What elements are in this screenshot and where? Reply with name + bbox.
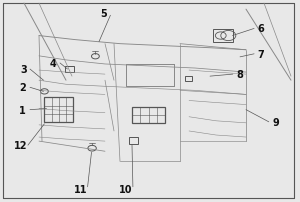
Bar — [132, 107, 165, 123]
Text: 6: 6 — [258, 24, 264, 34]
Text: 10: 10 — [119, 184, 133, 194]
Text: 5: 5 — [100, 9, 107, 19]
Text: 12: 12 — [14, 140, 27, 150]
Bar — [44, 98, 73, 122]
Text: 9: 9 — [273, 117, 279, 127]
Bar — [129, 137, 138, 144]
Text: 8: 8 — [237, 70, 243, 80]
Bar — [213, 30, 233, 42]
Text: 4: 4 — [49, 59, 56, 69]
Text: 7: 7 — [258, 49, 264, 60]
Text: 1: 1 — [19, 105, 26, 115]
Bar — [65, 67, 74, 73]
Text: 3: 3 — [20, 65, 27, 75]
Text: 11: 11 — [74, 184, 87, 194]
Bar — [185, 77, 192, 81]
Text: 2: 2 — [19, 83, 26, 93]
